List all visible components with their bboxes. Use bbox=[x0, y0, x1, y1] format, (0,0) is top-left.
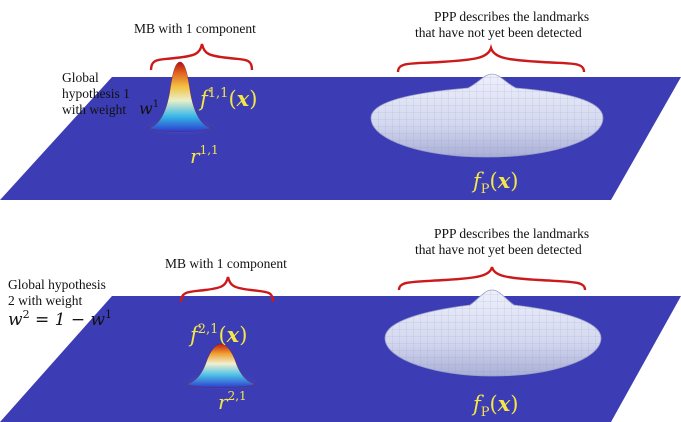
ppp-surface-2 bbox=[384, 289, 602, 377]
ppp-label-2-line2: that have not yet been detected bbox=[415, 242, 582, 257]
panel-2: MB with 1 component PPP describes the la… bbox=[0, 226, 681, 422]
panel-1: MB with 1 component PPP describes the la… bbox=[0, 9, 681, 200]
gaussian-peak-2 bbox=[185, 343, 257, 388]
ppp-brace-2 bbox=[397, 266, 587, 291]
ppp-label-2-line1: PPP describes the landmarks bbox=[434, 226, 589, 241]
mb-label-1: MB with 1 component bbox=[134, 21, 256, 36]
existence-prob-2: r2,1 bbox=[218, 389, 247, 414]
existence-prob-1: r1,1 bbox=[190, 143, 219, 168]
mb-label-2: MB with 1 component bbox=[165, 256, 287, 271]
ppp-label-1-line1: PPP describes the landmarks bbox=[434, 9, 589, 24]
mb-brace-2 bbox=[179, 276, 275, 303]
ppp-brace-1 bbox=[396, 43, 586, 73]
mb-density-2: f2,1(x) bbox=[188, 322, 247, 347]
ppp-surface-1 bbox=[370, 73, 604, 158]
ppp-label-1-line2: that have not yet been detected bbox=[415, 25, 582, 40]
weight-1: w1 bbox=[139, 99, 159, 118]
hypothesis-1-line2: hypothesis 1 bbox=[62, 86, 130, 101]
hypothesis-1-line1: Global bbox=[62, 70, 99, 85]
hypothesis-1-line3: with weight bbox=[62, 102, 126, 117]
gaussian-peak-1 bbox=[147, 61, 213, 132]
hypothesis-2-line1: Global hypothesis bbox=[8, 277, 106, 292]
mb-brace-1 bbox=[149, 43, 254, 71]
ppp-intensity-2: fP(x) bbox=[471, 391, 518, 420]
weight-2: w2 = 1 − w1 bbox=[8, 308, 112, 330]
ppp-intensity-1: fP(x) bbox=[471, 168, 518, 197]
hypothesis-2-line2: 2 with weight bbox=[8, 293, 82, 308]
mb-density-1: f1,1(x) bbox=[198, 86, 257, 111]
